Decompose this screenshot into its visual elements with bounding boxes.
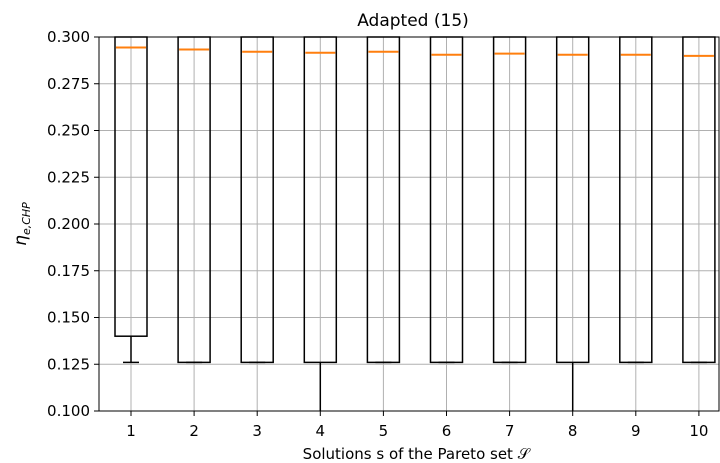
- x-tick-label: 4: [316, 422, 326, 440]
- y-tick-label: 0.300: [47, 28, 90, 46]
- x-tick-label: 2: [189, 422, 199, 440]
- grid-lines: [99, 36, 719, 412]
- y-tick-label: 0.250: [47, 122, 90, 140]
- chart-title: Adapted (15): [357, 11, 469, 31]
- y-axis: 0.100 0.125 0.150 0.175 0.200 0.225 0.250 0.275…: [47, 28, 99, 420]
- y-tick-label: 0.100: [47, 402, 90, 420]
- y-tick-label: 0.175: [47, 262, 90, 280]
- y-axis-label-main: η: [11, 235, 31, 246]
- x-tick-label: 1: [126, 422, 136, 440]
- x-axis: 1 2 3 4 5 6 7 8 9 10: [126, 411, 708, 440]
- x-axis-label: Solutions s of the Pareto set 𝒮: [303, 445, 531, 463]
- x-tick-label: 3: [252, 422, 262, 440]
- y-tick-label: 0.200: [47, 215, 90, 233]
- y-tick-label: 0.125: [47, 355, 90, 373]
- x-tick-label: 8: [568, 422, 578, 440]
- x-tick-label: 9: [631, 422, 641, 440]
- x-tick-label: 6: [442, 422, 452, 440]
- y-tick-label: 0.150: [47, 309, 90, 327]
- y-axis-label-sub: e,CHP: [20, 202, 33, 235]
- y-tick-label: 0.275: [47, 75, 90, 93]
- x-tick-label: 5: [379, 422, 389, 440]
- x-tick-label: 10: [689, 422, 708, 440]
- y-tick-label: 0.225: [47, 168, 90, 186]
- y-axis-label: ηe,CHP: [11, 202, 33, 246]
- x-tick-label: 7: [505, 422, 515, 440]
